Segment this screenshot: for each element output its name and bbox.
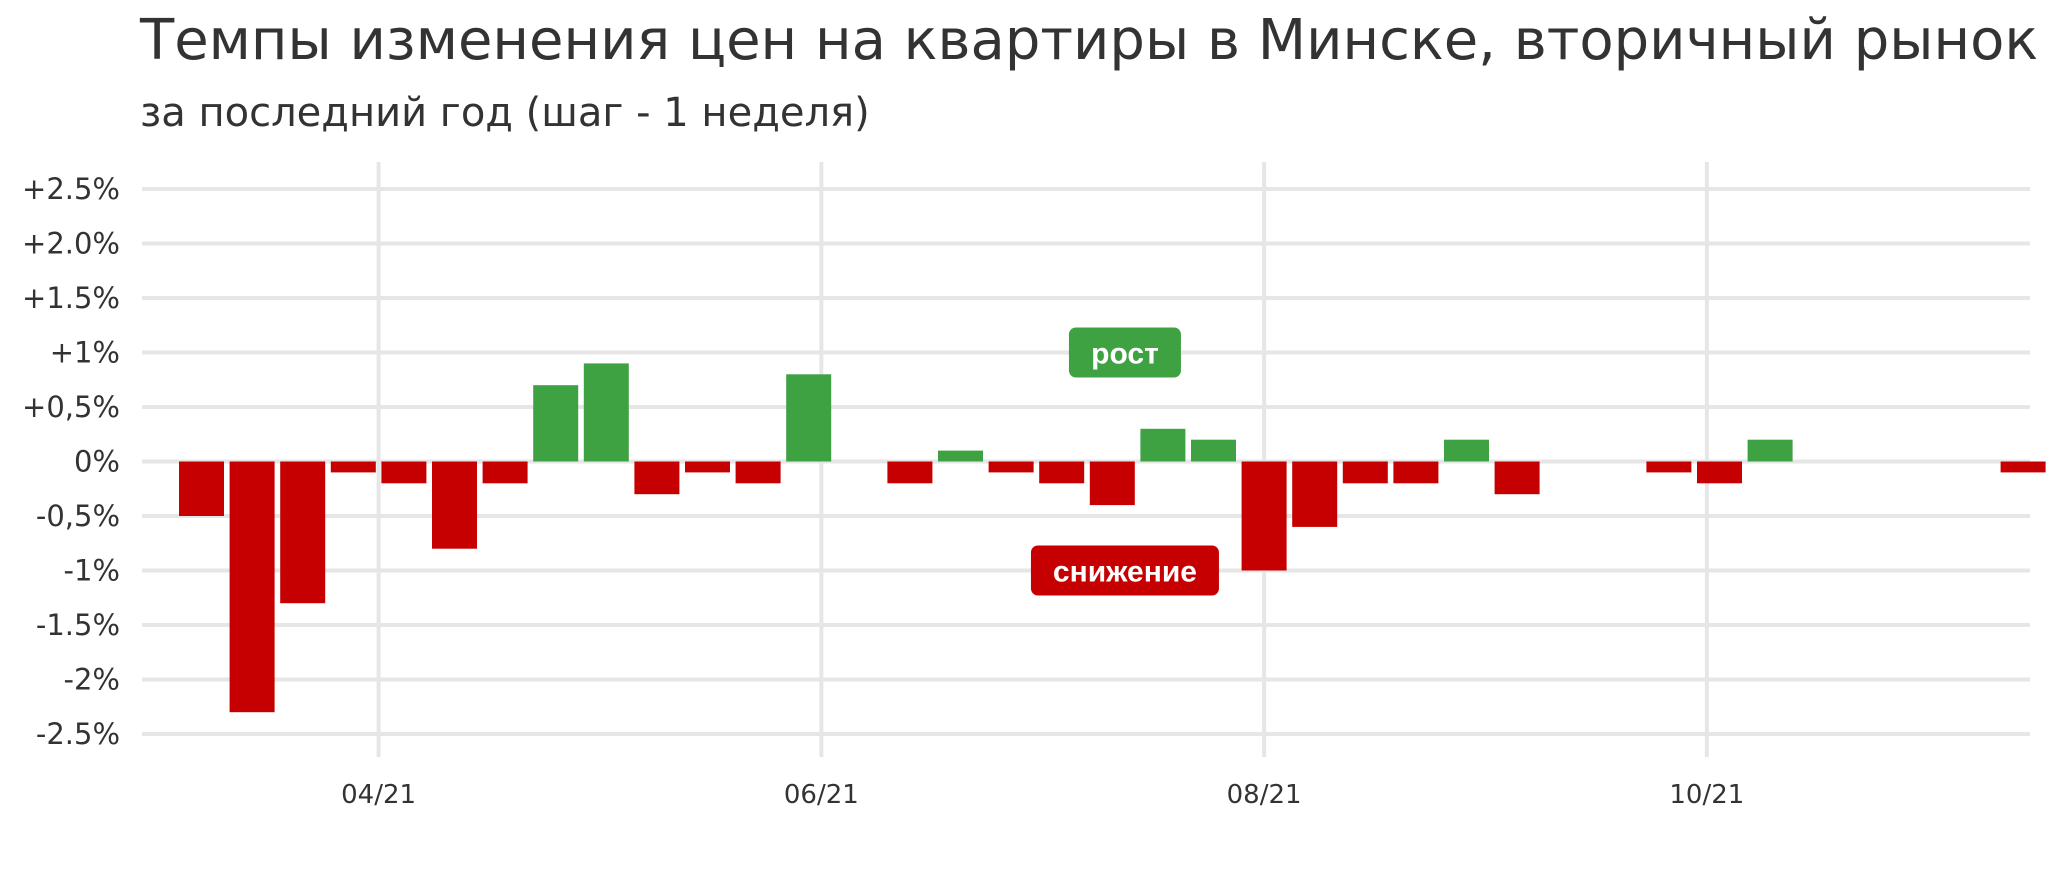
- bar: [1494, 461, 1540, 495]
- y-tick-label: +2.0%: [22, 227, 120, 261]
- y-tick-label: -0,5%: [36, 499, 120, 533]
- x-tick-label: 04/21: [341, 780, 416, 810]
- y-tick-label: 0%: [74, 445, 120, 479]
- bar: [634, 461, 680, 495]
- bar: [229, 461, 275, 713]
- bar: [1292, 461, 1338, 527]
- bar: [1241, 461, 1287, 571]
- bar: [1393, 461, 1439, 484]
- annotation-box: [1068, 327, 1181, 378]
- chart-title: Темпы изменения цен на квартиры в Минске…: [140, 8, 2039, 73]
- bar: [432, 461, 477, 549]
- bar: [735, 461, 781, 484]
- bar: [381, 461, 427, 484]
- bar: [938, 450, 983, 462]
- y-tick-label: +1%: [50, 336, 120, 370]
- annotation-label: снижение: [1053, 556, 1197, 589]
- bar: [1089, 461, 1135, 506]
- y-tick-label: -2.5%: [36, 717, 120, 751]
- bar: [2000, 461, 2046, 473]
- bar: [583, 363, 629, 462]
- x-tick-label: 06/21: [784, 780, 859, 810]
- y-tick-label: +1.5%: [22, 281, 120, 315]
- annotation-up-badge: рост: [1068, 327, 1181, 378]
- x-tick-label: 10/21: [1669, 780, 1744, 810]
- bar: [1140, 428, 1186, 462]
- bar: [1697, 461, 1742, 484]
- x-tick-label: 08/21: [1227, 780, 1302, 810]
- bar: [330, 461, 376, 473]
- bar: [1191, 439, 1236, 462]
- bar: [533, 385, 579, 462]
- bar: [1646, 461, 1692, 473]
- bar: [179, 461, 224, 516]
- chart-subtitle: за последний год (шаг - 1 неделя): [140, 90, 870, 136]
- y-tick-label: +0,5%: [22, 390, 120, 424]
- bar: [887, 461, 933, 484]
- bar: [482, 461, 528, 484]
- y-tick-label: +2.5%: [22, 172, 120, 206]
- annotation-label: рост: [1091, 338, 1159, 371]
- bar: [685, 461, 730, 473]
- bar: [1342, 461, 1388, 484]
- bar: [1444, 439, 1489, 462]
- bar: [988, 461, 1034, 473]
- annotation-box: [1030, 545, 1219, 596]
- annotation-down-badge: снижение: [1030, 545, 1219, 596]
- bar: [280, 461, 326, 604]
- bar: [786, 374, 832, 462]
- bar: [1039, 461, 1085, 484]
- y-tick-label: -1.5%: [36, 608, 120, 642]
- bar: [1747, 439, 1793, 462]
- y-tick-label: -1%: [64, 554, 120, 588]
- y-tick-label: -2%: [64, 663, 120, 697]
